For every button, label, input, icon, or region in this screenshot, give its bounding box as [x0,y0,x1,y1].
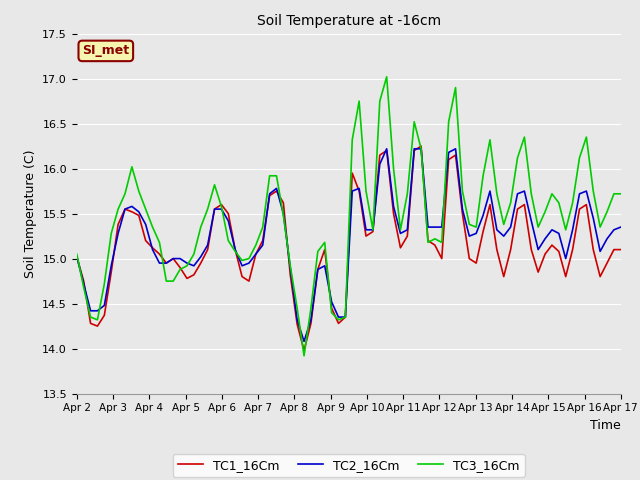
Line: TC1_16Cm: TC1_16Cm [77,146,621,350]
TC3_16Cm [300,353,308,359]
Line: TC3_16Cm: TC3_16Cm [77,77,621,356]
TC3_16Cm [383,74,390,80]
TC1_16Cm [73,254,81,260]
Legend: TC1_16Cm, TC2_16Cm, TC3_16Cm: TC1_16Cm, TC2_16Cm, TC3_16Cm [173,454,525,477]
Title: Soil Temperature at -16cm: Soil Temperature at -16cm [257,14,441,28]
TC3_16Cm [417,146,425,152]
TC1_16Cm [410,148,418,154]
TC2_16Cm [417,146,425,152]
TC1_16Cm [569,247,577,252]
TC3_16Cm [569,200,577,205]
TC3_16Cm [438,240,445,245]
TC2_16Cm [617,224,625,230]
TC2_16Cm [300,338,308,344]
TC1_16Cm [459,211,467,216]
Line: TC2_16Cm: TC2_16Cm [77,149,621,341]
TC3_16Cm [321,240,328,245]
TC2_16Cm [383,146,390,152]
Text: SI_met: SI_met [82,44,129,58]
TC3_16Cm [73,251,81,257]
TC1_16Cm [403,233,411,239]
X-axis label: Time: Time [590,419,621,432]
Y-axis label: Soil Temperature (C): Soil Temperature (C) [24,149,36,278]
TC2_16Cm [569,227,577,233]
TC2_16Cm [459,206,467,212]
TC2_16Cm [438,224,445,230]
TC2_16Cm [321,263,328,269]
TC1_16Cm [617,247,625,252]
TC3_16Cm [410,119,418,125]
TC3_16Cm [617,191,625,197]
TC1_16Cm [417,143,425,149]
TC1_16Cm [300,348,308,353]
TC1_16Cm [438,256,445,262]
TC3_16Cm [459,188,467,194]
TC2_16Cm [73,254,81,260]
TC1_16Cm [321,247,328,252]
TC2_16Cm [410,146,418,152]
